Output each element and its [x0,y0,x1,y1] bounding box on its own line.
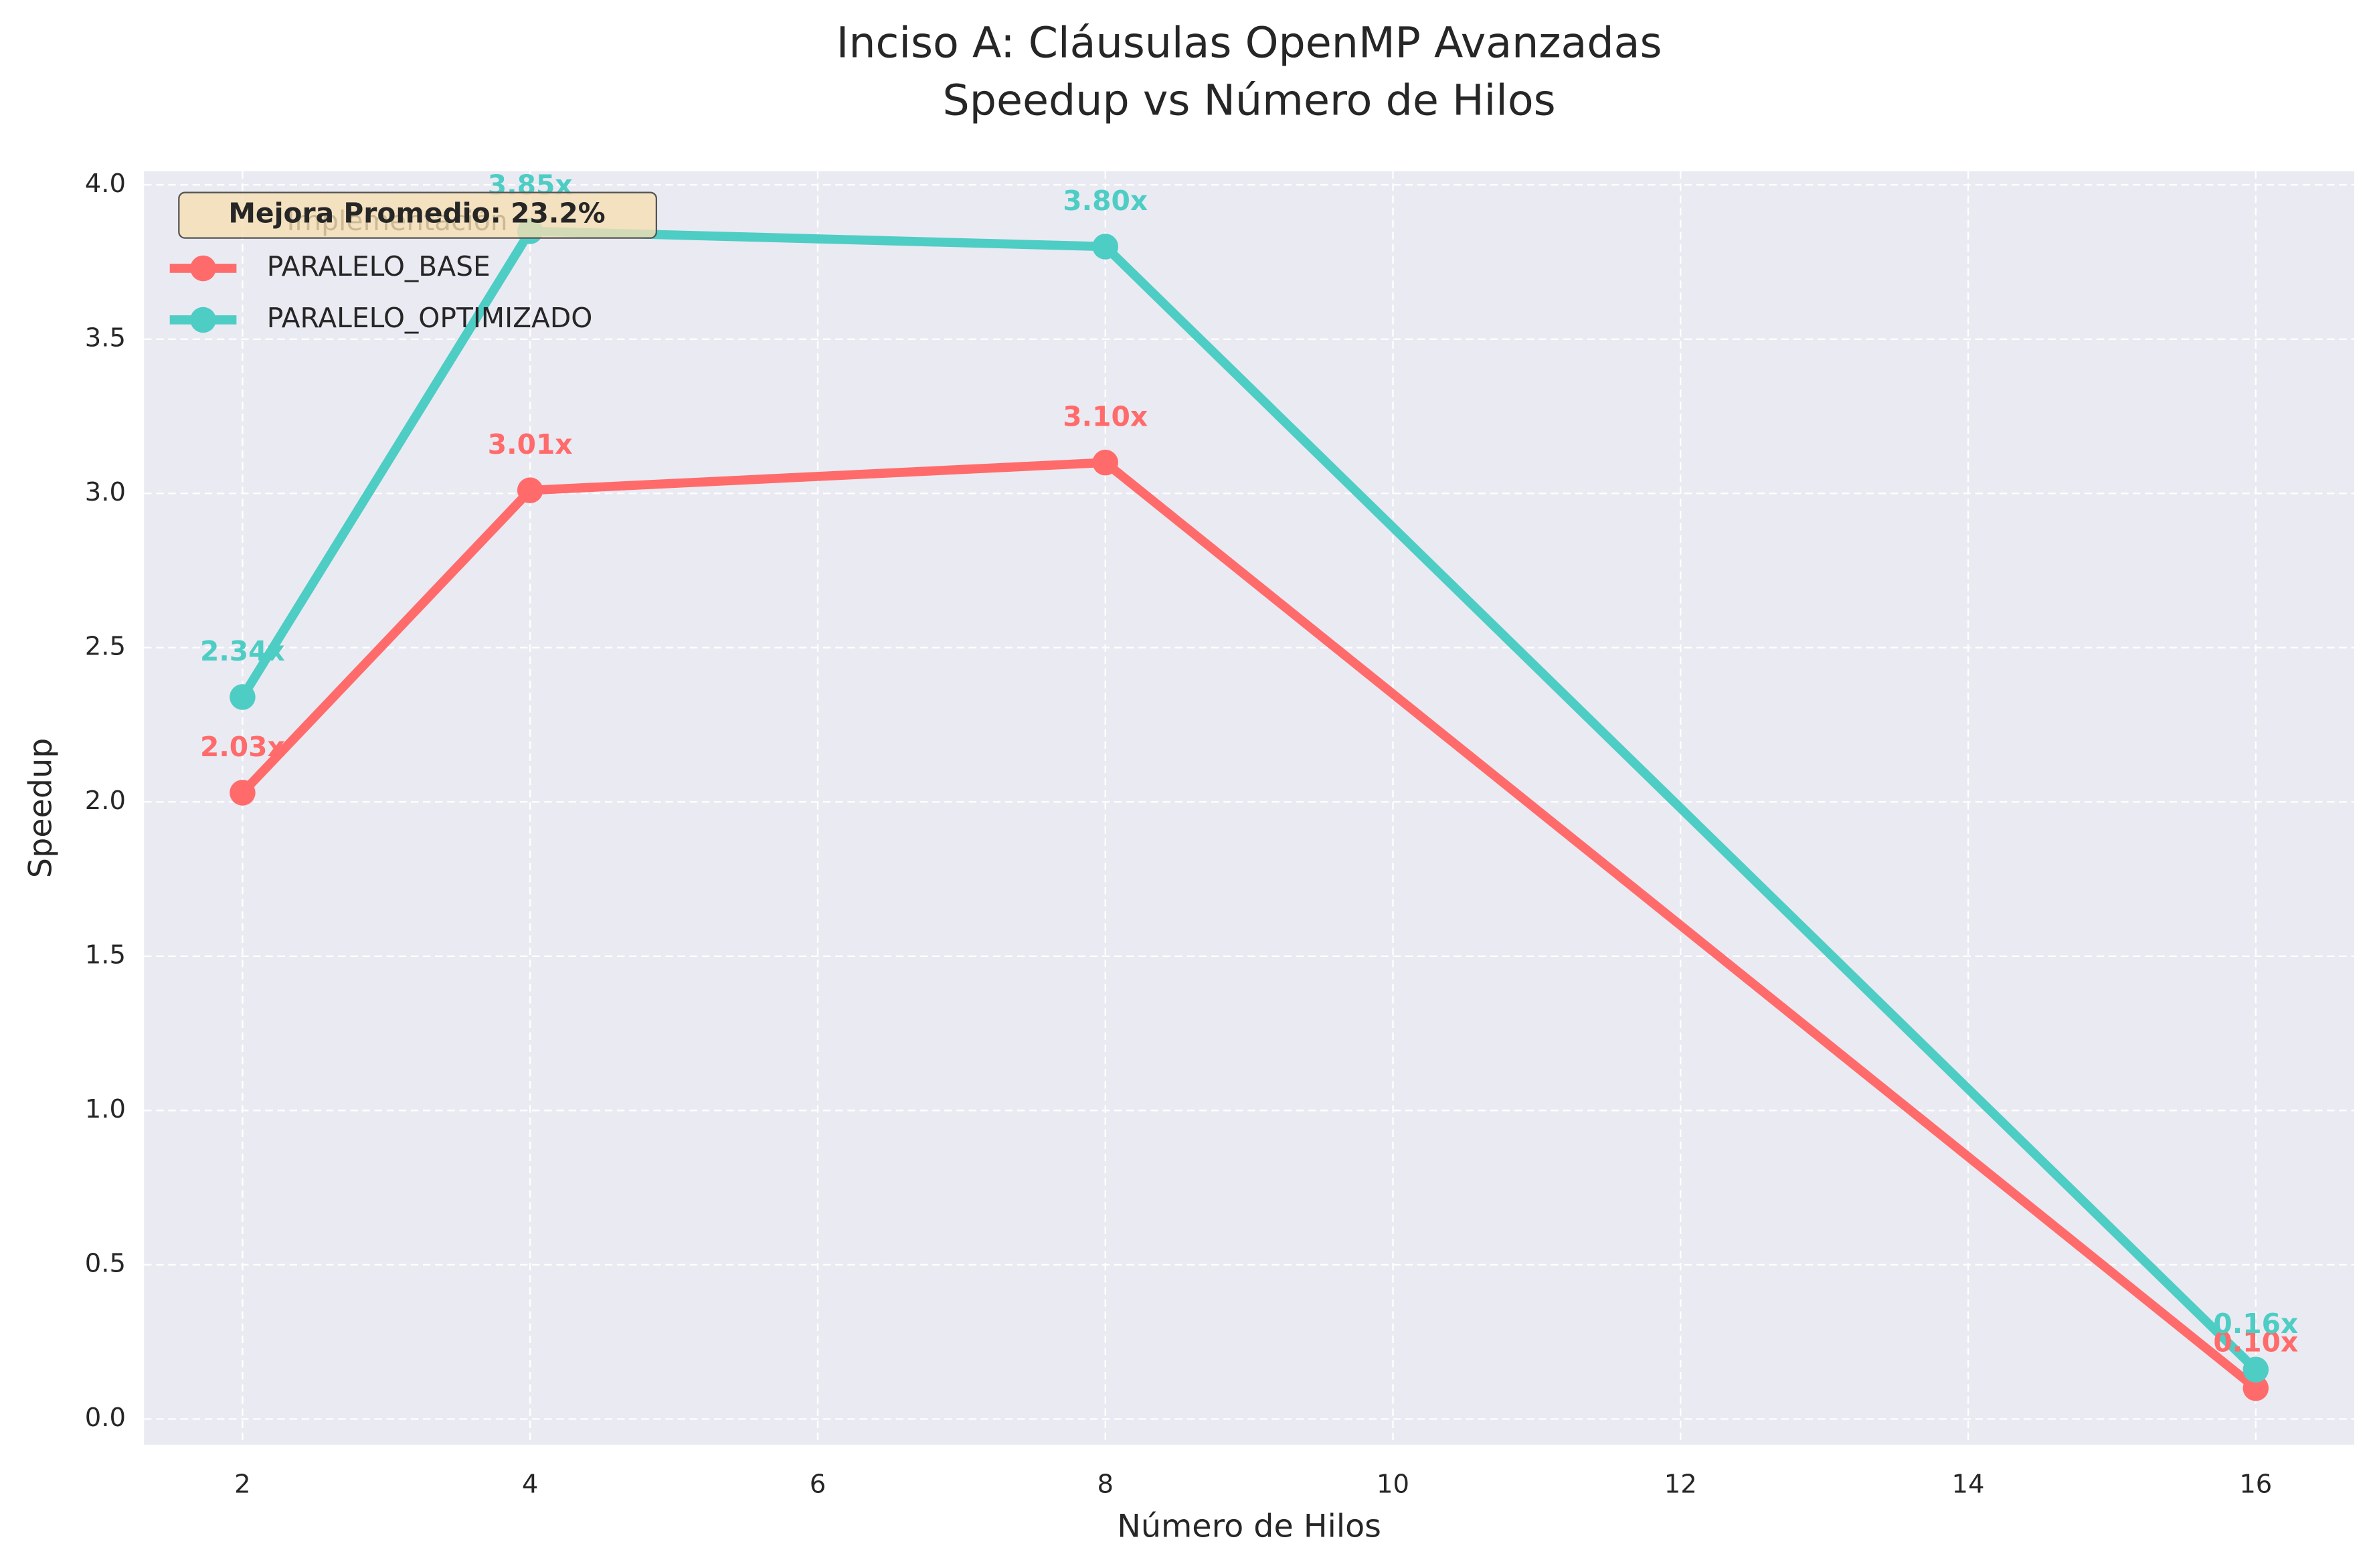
x-tick-label: 14 [1952,1469,1985,1499]
y-tick-label: 1.0 [85,1094,126,1124]
point [230,684,256,710]
y-tick-label: 3.5 [85,323,126,353]
point [1092,449,1118,476]
point [230,780,256,806]
x-tick-label: 12 [1664,1469,1697,1499]
x-tick-label: 16 [2239,1469,2272,1499]
data-label: 0.16x [2213,1308,2298,1340]
y-axis-label: Speedup [22,738,59,878]
grid [144,171,2355,1445]
chart-subtitle: Speedup vs Número de Hilos [942,76,1555,125]
data-label: 3.01x [488,428,573,460]
y-tick-label: 0.0 [85,1403,126,1433]
x-tick-label: 4 [522,1469,539,1499]
data-label: 2.03x [200,731,285,763]
x-tick-label: 2 [234,1469,250,1499]
plot-area [144,171,2355,1445]
point [2242,1357,2269,1383]
data-label: 2.34x [200,635,285,667]
x-axis-label: Número de Hilos [1117,1508,1381,1545]
point [517,477,543,503]
data-label: 0.10x [2213,1326,2298,1359]
data-label: 3.10x [1063,400,1148,432]
point [1092,234,1118,260]
point [2242,1375,2269,1401]
y-tick-label: 3.0 [85,477,126,507]
y-tick-label: 1.5 [85,940,126,970]
legend-label: PARALELO_OPTIMIZADO [267,302,593,334]
y-tick-label: 0.5 [85,1248,126,1278]
y-tick-label: 2.5 [85,631,126,661]
y-tick-label: 4.0 [85,169,126,199]
chart-title: Inciso A: Cláusulas OpenMP Avanzadas [837,18,1662,68]
y-tick-label: 2.0 [85,786,126,816]
x-tick-label: 10 [1377,1469,1409,1499]
legend-marker [190,255,216,282]
annotation: Mejora Promedio: 23.2% [228,197,605,230]
legend-label: PARALELO_BASE [267,250,491,282]
data-label: 3.80x [1063,185,1148,217]
annotation-box [178,191,658,239]
legend-marker [190,307,216,333]
x-tick-label: 6 [810,1469,826,1499]
series-line [238,226,2259,1373]
legend: ImplementaciónPARALELO_BASEPARALELO_OPTI… [169,191,658,334]
series-line [239,458,2259,1392]
x-tick-label: 8 [1097,1469,1114,1499]
